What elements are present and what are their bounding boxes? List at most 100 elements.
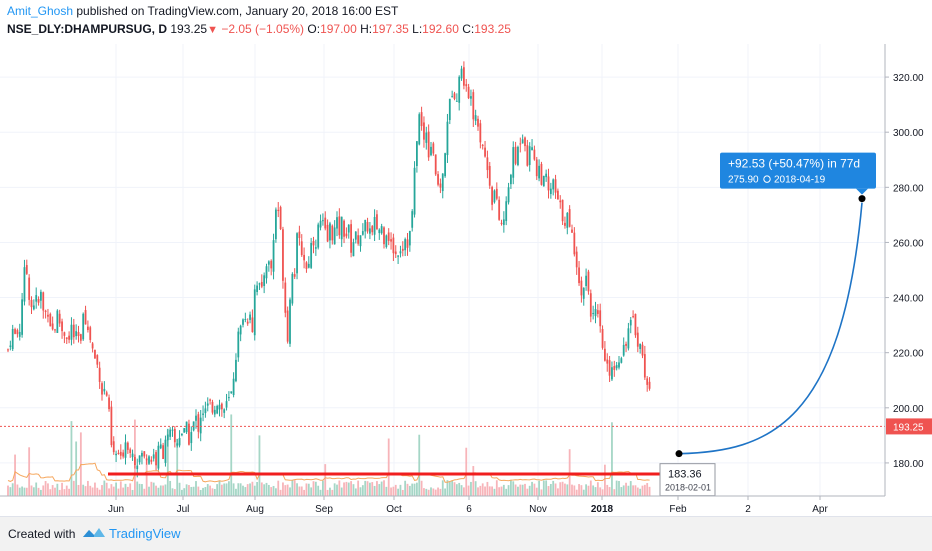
- candle-body: [296, 233, 298, 274]
- candle-body: [267, 261, 270, 265]
- candle-body: [279, 207, 282, 230]
- candle-body: [260, 281, 263, 287]
- volume-bar: [540, 489, 543, 496]
- volume-bar: [173, 489, 176, 496]
- volume-bar: [77, 484, 80, 496]
- candle-body: [502, 219, 505, 225]
- volume-bar: [251, 481, 254, 496]
- candle-body: [505, 201, 508, 222]
- volume-bar: [162, 485, 164, 496]
- volume-bar: [275, 488, 277, 496]
- candle-body: [491, 186, 493, 205]
- candle-body: [333, 227, 336, 245]
- tradingview-brand[interactable]: TradingView: [109, 526, 181, 541]
- volume-bar: [282, 482, 284, 496]
- time-axis[interactable]: Jun Jul Aug Sep Oct 6 Nov 2018 Feb 2 Apr: [108, 496, 829, 515]
- symbol-name[interactable]: NSE_DLY:DHAMPURSUG, D: [7, 22, 168, 36]
- volume-bar: [460, 485, 463, 496]
- tradingview-logo-icon[interactable]: [82, 525, 106, 541]
- volume-bar: [235, 488, 237, 496]
- volume-bar: [599, 487, 602, 496]
- candle-body: [566, 212, 569, 228]
- candle-body: [592, 313, 595, 315]
- candle-body: [103, 388, 106, 392]
- low-label: L:: [412, 22, 423, 36]
- candle-body: [176, 443, 179, 446]
- candle-body: [178, 437, 181, 446]
- candle-body: [481, 144, 484, 146]
- candle-body: [25, 265, 28, 274]
- volume-bar: [110, 484, 113, 496]
- candle-body: [101, 383, 103, 395]
- candle-body: [183, 428, 186, 433]
- candle-body: [228, 397, 230, 399]
- volume-bar: [176, 438, 179, 496]
- candle-body: [110, 406, 113, 446]
- candle-body: [192, 421, 195, 431]
- volume-bar: [580, 485, 583, 496]
- volume-bar: [376, 481, 378, 496]
- candle-body: [54, 329, 56, 331]
- candle-body: [145, 458, 148, 461]
- volume-bar: [296, 483, 298, 496]
- candle-body: [220, 403, 223, 410]
- price-axis[interactable]: 180.00 200.00 220.00 240.00 260.00 280.00 300.…: [885, 73, 924, 470]
- candle-body: [345, 233, 348, 237]
- projection-arrow[interactable]: [678, 202, 863, 455]
- price-chart[interactable]: +92.53 (+50.47%) in 77d 275.90 2018-04-1…: [0, 44, 932, 516]
- candle-body: [136, 465, 139, 470]
- published-text: published on TradingView.com, January 20…: [73, 4, 399, 18]
- projection-start-point[interactable]: [675, 450, 683, 458]
- volume-bar: [49, 489, 52, 496]
- candle-body: [11, 329, 14, 350]
- candle-body: [514, 146, 517, 164]
- candle-body: [84, 310, 87, 325]
- candle-body: [458, 76, 461, 103]
- volume-bar: [14, 454, 16, 496]
- candle-body: [394, 251, 397, 255]
- volume-bar: [63, 489, 66, 496]
- projection-target-point[interactable]: [858, 195, 866, 203]
- volume-bar: [474, 481, 477, 496]
- candle-body: [47, 314, 49, 317]
- candle-body: [547, 176, 550, 191]
- price-tick-label: 280.00: [893, 183, 924, 194]
- plot-background: [0, 44, 885, 496]
- candle-body: [277, 209, 280, 212]
- candle-body: [387, 232, 390, 241]
- candle-body: [463, 67, 465, 86]
- candle-body: [256, 285, 258, 292]
- candle-body: [49, 313, 52, 327]
- candle-body: [152, 454, 155, 459]
- time-tick-label: Jun: [108, 504, 124, 515]
- candle-body: [72, 324, 75, 338]
- candle-body: [159, 444, 162, 449]
- candle-body: [300, 241, 303, 256]
- last-price-badge-box: [886, 418, 932, 435]
- candle-body: [298, 231, 301, 239]
- volume-bar: [272, 485, 275, 496]
- candle-body: [61, 321, 63, 332]
- volume-bar: [463, 487, 465, 496]
- volume-bar: [289, 487, 291, 496]
- candle-body: [540, 163, 543, 185]
- volume-bar: [47, 483, 49, 496]
- price-tick-label: 300.00: [893, 128, 924, 139]
- candle-body: [432, 143, 435, 154]
- volume-bar: [112, 486, 115, 496]
- candle-body: [423, 122, 425, 140]
- candle-body: [613, 366, 616, 370]
- author-link[interactable]: Amit_Ghosh: [7, 4, 74, 18]
- candle-body: [620, 358, 623, 363]
- volume-bar: [380, 481, 383, 496]
- candle-body: [611, 367, 613, 380]
- candle-body: [470, 96, 472, 99]
- candle-body: [531, 147, 533, 151]
- volume-bar: [455, 484, 458, 496]
- target-label[interactable]: +92.53 (+50.47%) in 77d 275.90 2018-04-1…: [720, 152, 876, 195]
- candle-body: [510, 174, 512, 185]
- volume-bar: [91, 487, 94, 496]
- volume-bar: [230, 414, 233, 496]
- volume-bar: [345, 481, 348, 496]
- candle-body: [155, 452, 157, 466]
